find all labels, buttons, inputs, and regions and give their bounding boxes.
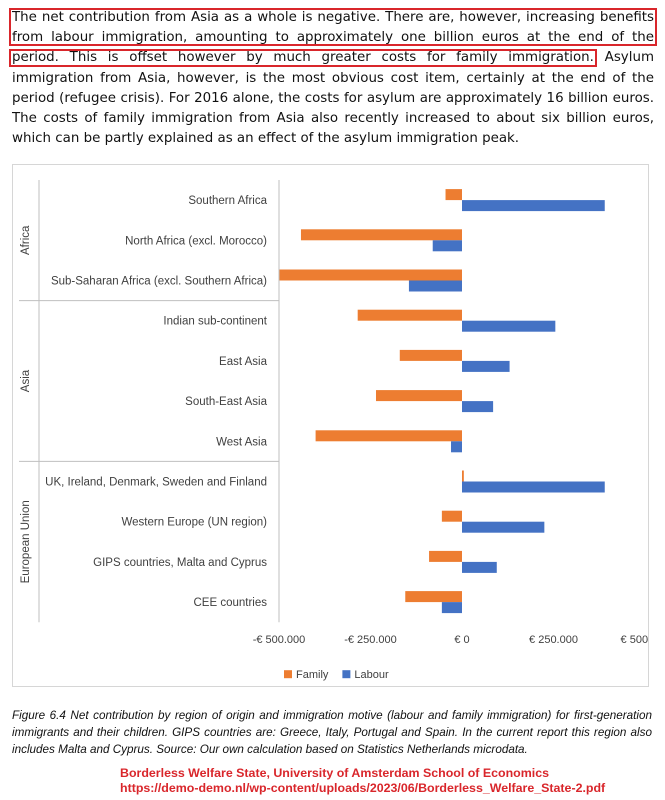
category-label: South-East Asia [185,396,267,408]
figure-caption: Figure 6.4 Net contribution by region of… [12,709,652,756]
x-tick-label: -€ 500.000 [253,634,306,646]
bar-labour [451,441,462,453]
legend-swatch-labour [342,670,351,679]
group-label: Asia [20,369,32,392]
category-label: Sub-Saharan Africa (excl. Southern Afric… [51,276,267,288]
group-label: Africa [20,225,32,255]
category-label: Indian sub-continent [163,316,267,328]
bar-labour [462,521,545,533]
highlighted-text: The net contribution from Asia as a whol… [12,10,654,66]
bar-labour [462,401,494,413]
bar-labour [462,360,510,372]
legend-entry: Labour [354,669,389,681]
group-label: European Union [20,500,32,583]
bar-family [357,309,462,321]
legend-entry: Family [296,669,329,681]
legend-swatch-family [284,670,292,679]
x-tick-label: -€ 250.000 [344,634,397,646]
bar-labour [462,561,497,573]
bar-family [300,229,462,241]
category-label: West Asia [216,436,268,448]
category-label: GIPS countries, Malta and Cyprus [93,557,267,569]
bar-family [462,470,464,482]
bar-family [399,349,462,361]
category-label: CEE countries [193,597,267,609]
body-text: Asylum immigration from Asia, however, i… [12,50,654,147]
source-title: Borderless Welfare State, University of … [120,766,549,780]
bar-family [445,189,462,201]
bar-family [375,390,462,402]
x-tick-label: € 250.000 [529,634,578,646]
net-contribution-bar-chart: Southern Africa North Africa (excl. Moroc… [19,180,665,681]
bar-family [405,591,462,603]
bar-labour [462,200,605,212]
bar-family [279,269,462,281]
bar-family [429,550,462,562]
bar-family [441,510,462,522]
bar-labour [432,240,462,252]
bar-labour [462,320,556,332]
category-label: East Asia [219,356,268,368]
x-tick-label: € 500.000 [621,634,648,646]
chart-frame: Southern Africa North Africa (excl. Moroc… [12,164,665,687]
category-label: Southern Africa [188,195,267,207]
bar-labour [462,481,605,493]
bar-labour [408,280,462,292]
x-tick-label: € 0 [454,634,469,646]
source-url[interactable]: https://demo-demo.nl/wp-content/uploads/… [120,781,606,795]
source-credit: Borderless Welfare State, University of … [120,766,660,796]
category-label: Western Europe (UN region) [121,517,267,529]
bar-labour [441,602,462,614]
intro-paragraph: The net contribution from Asia as a whol… [12,8,654,149]
category-label: UK, Ireland, Denmark, Sweden and Finland [45,477,267,489]
category-label: North Africa (excl. Morocco) [125,235,267,247]
bar-family [315,430,462,442]
